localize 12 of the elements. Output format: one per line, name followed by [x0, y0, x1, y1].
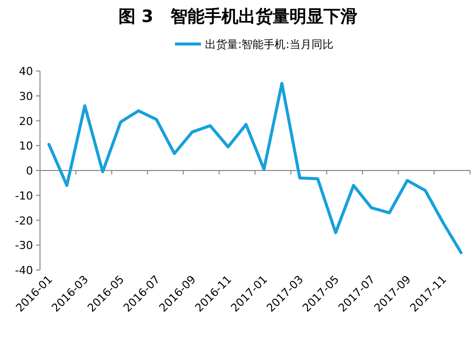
y-tick-label: -10 [15, 189, 33, 202]
y-tick-label: 20 [19, 114, 33, 128]
y-tick-label: 0 [26, 164, 33, 178]
legend-label: 出货量:智能手机:当月同比 [205, 38, 334, 51]
line-series [47, 82, 463, 254]
y-tick-label: -20 [15, 214, 33, 228]
y-tick-label: 30 [19, 90, 33, 103]
y-tick-label: 10 [19, 140, 33, 153]
y-tick-label: -30 [15, 239, 33, 252]
y-tick-label: -40 [15, 264, 33, 277]
y-tick-label: 40 [19, 65, 33, 78]
chart-title: 图 3 智能手机出货量明显下滑 [118, 7, 358, 27]
